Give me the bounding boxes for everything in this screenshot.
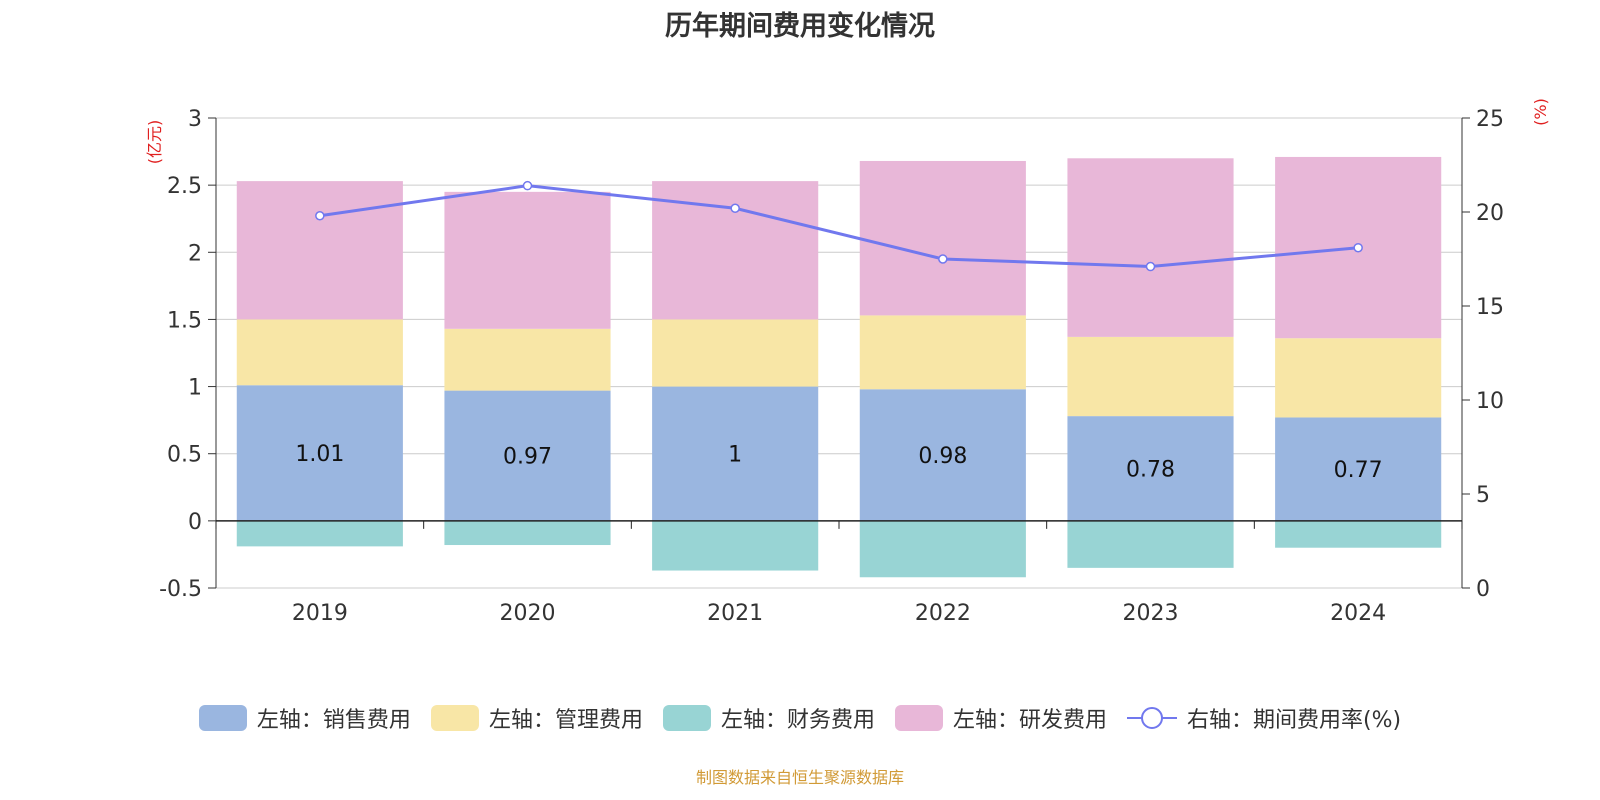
left-axis-unit: (亿元): [145, 120, 164, 165]
bar-rnd: [1067, 158, 1234, 337]
legend-label-admin: 左轴：管理费用: [488, 708, 643, 733]
bar-admin: [859, 315, 1026, 390]
bar-finance: [652, 520, 819, 571]
chart: 3 2.5 2 1.5 1 0.5 0 -0.5 25 20 15 10 5 0 (亿元) (%) 1.01 0.…: [145, 98, 1550, 626]
bar-sales: [444, 390, 611, 521]
chart-title: 历年期间费用变化情况: [665, 11, 935, 42]
bar-sales: [1067, 416, 1234, 521]
bar-sales: [236, 385, 403, 521]
left-axis-tick-label: -0.5: [159, 577, 202, 602]
bar-finance: [236, 520, 403, 547]
bar-admin: [444, 328, 611, 391]
left-axis-tick-label: 1.5: [167, 308, 202, 333]
bar-sales: [652, 386, 819, 521]
x-axis-tick-label: 2023: [1123, 601, 1179, 626]
expense-rate-line: [319, 184, 1359, 269]
bar-sales: [1275, 417, 1442, 521]
left-axis-tick-label: 0.5: [167, 443, 202, 468]
legend-swatch-sales: [198, 705, 247, 731]
bar-admin: [1067, 336, 1234, 417]
bar-rnd: [236, 181, 403, 320]
bar-rnd: [444, 191, 611, 329]
right-axis-tick-label: 20: [1476, 201, 1504, 226]
left-axis-tick-label: 1: [188, 376, 202, 401]
left-axis-tick-label: 0: [188, 510, 202, 535]
legend-item-expense-rate[interactable]: 右轴：期间费用率(%): [1126, 702, 1402, 734]
legend-item-rnd[interactable]: 左轴：研发费用: [894, 702, 1107, 734]
legend-item-admin[interactable]: 左轴：管理费用: [430, 702, 643, 734]
bar-data-label: 0.77: [1334, 458, 1383, 483]
bar-data-label: 0.97: [503, 445, 552, 470]
legend-label-sales: 左轴：销售费用: [256, 708, 411, 733]
expense-rate-point: [315, 211, 325, 221]
legend-label-expense-rate: 右轴：期间费用率(%): [1186, 708, 1402, 733]
bar-data-label: 1: [728, 443, 742, 468]
bar-finance: [444, 520, 611, 546]
legend-item-finance[interactable]: 左轴：财务费用: [662, 702, 875, 734]
expense-rate-point: [522, 180, 533, 191]
legend-item-sales[interactable]: 左轴：销售费用: [198, 702, 411, 734]
x-axis-tick-label: 2019: [292, 601, 348, 626]
bar-finance: [1275, 520, 1442, 548]
right-axis-tick-label: 0: [1476, 577, 1490, 602]
bar-admin: [652, 319, 819, 387]
right-axis-unit: (%): [1531, 98, 1550, 126]
expense-rate-point: [1353, 242, 1363, 253]
legend-swatch-rnd: [894, 705, 943, 731]
bar-data-label: 1.01: [295, 442, 344, 467]
expense-rate-point: [730, 203, 740, 213]
bar-admin: [236, 319, 403, 386]
legend-label-rnd: 左轴：研发费用: [952, 708, 1107, 733]
source-note: 制图数据来自恒生聚源数据库: [695, 768, 904, 787]
bar-finance: [1067, 520, 1234, 568]
left-axis-tick-label: 3: [188, 107, 202, 132]
right-axis-tick-label: 25: [1476, 107, 1504, 132]
left-axis-tick-label: 2: [188, 241, 202, 266]
bar-rnd: [859, 160, 1026, 316]
bar-data-label: 0.78: [1126, 457, 1175, 482]
legend-swatch-expense-rate: [1126, 705, 1177, 731]
bar-admin: [1275, 338, 1442, 418]
legend-swatch-admin: [430, 705, 479, 731]
legend-label-finance: 左轴：财务费用: [720, 708, 875, 733]
bar-data-label: 0.98: [918, 444, 967, 469]
legend-swatch-finance: [662, 705, 711, 731]
expense-rate-point: [1145, 261, 1156, 272]
bar-sales: [859, 389, 1026, 521]
x-axis-tick-label: 2020: [500, 601, 556, 626]
right-axis-tick-label: 15: [1476, 295, 1504, 320]
right-axis-tick-label: 10: [1476, 389, 1504, 414]
left-axis-tick-label: 2.5: [167, 174, 202, 199]
x-axis-tick-label: 2021: [707, 601, 763, 626]
legend: 左轴：销售费用 左轴：管理费用 左轴：财务费用 左轴：研发费用 右轴：期间费用率…: [0, 702, 1600, 734]
right-axis-tick-label: 5: [1476, 483, 1490, 508]
expense-rate-point: [938, 254, 948, 264]
bar-finance: [859, 520, 1026, 578]
x-axis-tick-label: 2024: [1330, 601, 1386, 626]
x-axis-tick-label: 2022: [915, 601, 971, 626]
